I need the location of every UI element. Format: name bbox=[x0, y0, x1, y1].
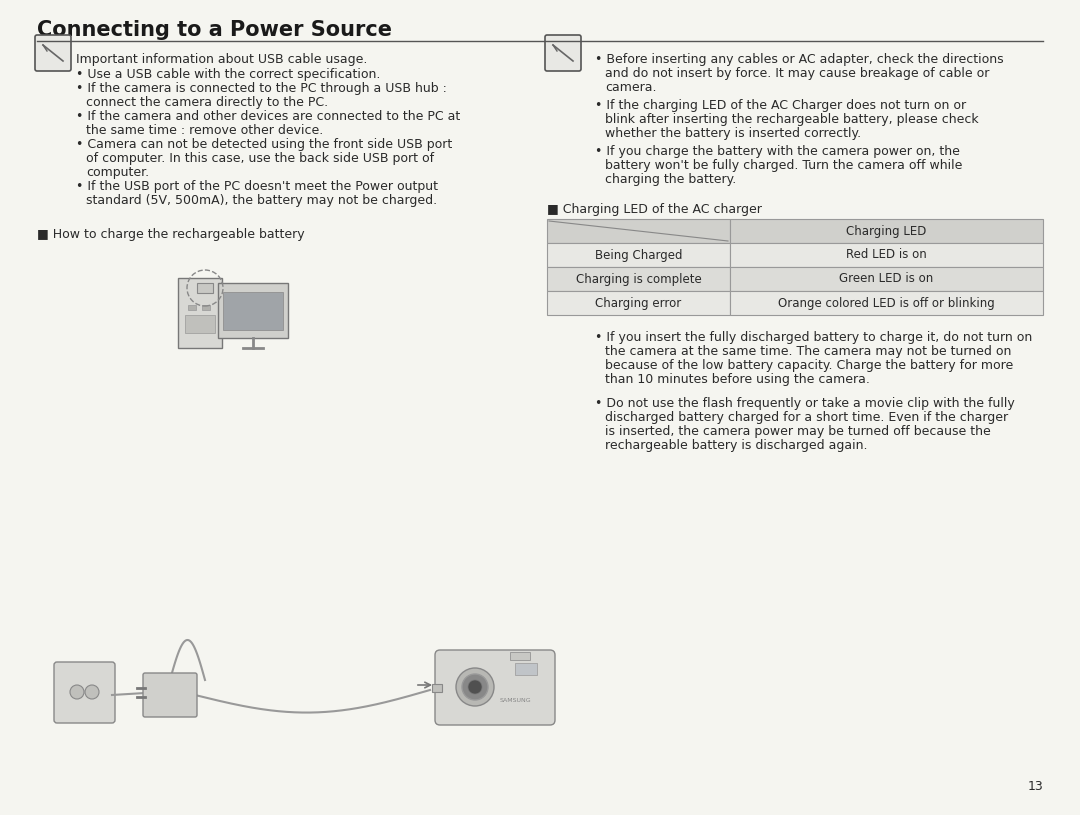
Text: • If you insert the fully discharged battery to charge it, do not turn on: • If you insert the fully discharged bat… bbox=[595, 331, 1032, 344]
Text: • Camera can not be detected using the front side USB port: • Camera can not be detected using the f… bbox=[76, 138, 453, 151]
Text: Charging error: Charging error bbox=[595, 297, 681, 310]
Text: 13: 13 bbox=[1027, 780, 1043, 793]
Text: Important information about USB cable usage.: Important information about USB cable us… bbox=[76, 53, 367, 66]
Text: computer.: computer. bbox=[86, 166, 149, 179]
Text: discharged battery charged for a short time. Even if the charger: discharged battery charged for a short t… bbox=[605, 411, 1008, 424]
Bar bbox=[730, 291, 1043, 315]
Bar bbox=[432, 684, 442, 692]
Circle shape bbox=[462, 674, 488, 700]
Text: whether the battery is inserted correctly.: whether the battery is inserted correctl… bbox=[605, 127, 861, 140]
Circle shape bbox=[456, 668, 494, 706]
Text: • Do not use the flash frequently or take a movie clip with the fully: • Do not use the flash frequently or tak… bbox=[595, 397, 1015, 410]
Text: Green LED is on: Green LED is on bbox=[839, 272, 933, 285]
Text: than 10 minutes before using the camera.: than 10 minutes before using the camera. bbox=[605, 373, 869, 386]
Circle shape bbox=[468, 680, 482, 694]
FancyBboxPatch shape bbox=[218, 283, 288, 338]
Text: • If the camera is connected to the PC through a USB hub :: • If the camera is connected to the PC t… bbox=[76, 82, 447, 95]
Bar bbox=[515, 663, 537, 675]
Bar bbox=[546, 267, 730, 291]
Text: • If the USB port of the PC doesn't meet the Power output: • If the USB port of the PC doesn't meet… bbox=[76, 180, 438, 193]
Text: Charging LED: Charging LED bbox=[847, 224, 927, 237]
Text: SAMSUNG: SAMSUNG bbox=[499, 698, 530, 703]
Text: camera.: camera. bbox=[605, 81, 657, 94]
FancyBboxPatch shape bbox=[54, 662, 114, 723]
Text: and do not insert by force. It may cause breakage of cable or: and do not insert by force. It may cause… bbox=[605, 67, 989, 80]
Bar bbox=[202, 305, 210, 310]
Text: rechargeable battery is discharged again.: rechargeable battery is discharged again… bbox=[605, 439, 867, 452]
Text: Being Charged: Being Charged bbox=[595, 249, 683, 262]
Bar bbox=[730, 219, 1043, 243]
Bar bbox=[546, 291, 730, 315]
Text: ■ How to charge the rechargeable battery: ■ How to charge the rechargeable battery bbox=[37, 228, 305, 241]
Circle shape bbox=[70, 685, 84, 699]
Bar bbox=[185, 315, 215, 333]
FancyBboxPatch shape bbox=[178, 278, 222, 348]
Text: of computer. In this case, use the back side USB port of: of computer. In this case, use the back … bbox=[86, 152, 434, 165]
Text: the same time : remove other device.: the same time : remove other device. bbox=[86, 124, 323, 137]
Text: Charging is complete: Charging is complete bbox=[576, 272, 701, 285]
Text: charging the battery.: charging the battery. bbox=[605, 173, 737, 186]
Text: battery won't be fully charged. Turn the camera off while: battery won't be fully charged. Turn the… bbox=[605, 159, 962, 172]
Bar bbox=[510, 652, 530, 660]
Bar bbox=[222, 292, 283, 330]
Bar bbox=[546, 243, 730, 267]
Text: is inserted, the camera power may be turned off because the: is inserted, the camera power may be tur… bbox=[605, 425, 990, 438]
Bar bbox=[730, 267, 1043, 291]
Text: • Before inserting any cables or AC adapter, check the directions: • Before inserting any cables or AC adap… bbox=[595, 53, 1003, 66]
Text: blink after inserting the rechargeable battery, please check: blink after inserting the rechargeable b… bbox=[605, 113, 978, 126]
Bar bbox=[546, 219, 730, 243]
Bar bbox=[730, 243, 1043, 267]
Text: the camera at the same time. The camera may not be turned on: the camera at the same time. The camera … bbox=[605, 345, 1011, 358]
Text: • If the charging LED of the AC Charger does not turn on or: • If the charging LED of the AC Charger … bbox=[595, 99, 967, 112]
FancyBboxPatch shape bbox=[545, 35, 581, 71]
FancyBboxPatch shape bbox=[143, 673, 197, 717]
Text: Connecting to a Power Source: Connecting to a Power Source bbox=[37, 20, 392, 40]
FancyBboxPatch shape bbox=[35, 35, 71, 71]
Circle shape bbox=[85, 685, 99, 699]
Text: • If the camera and other devices are connected to the PC at: • If the camera and other devices are co… bbox=[76, 110, 460, 123]
Text: • If you charge the battery with the camera power on, the: • If you charge the battery with the cam… bbox=[595, 145, 960, 158]
FancyBboxPatch shape bbox=[197, 283, 213, 293]
FancyBboxPatch shape bbox=[435, 650, 555, 725]
Bar bbox=[188, 305, 195, 310]
Text: standard (5V, 500mA), the battery may not be charged.: standard (5V, 500mA), the battery may no… bbox=[86, 194, 437, 207]
Text: because of the low battery capacity. Charge the battery for more: because of the low battery capacity. Cha… bbox=[605, 359, 1013, 372]
Text: connect the camera directly to the PC.: connect the camera directly to the PC. bbox=[86, 96, 328, 109]
Text: Red LED is on: Red LED is on bbox=[846, 249, 927, 262]
Text: ■ Charging LED of the AC charger: ■ Charging LED of the AC charger bbox=[546, 203, 761, 216]
Text: • Use a USB cable with the correct specification.: • Use a USB cable with the correct speci… bbox=[76, 68, 380, 81]
Text: Orange colored LED is off or blinking: Orange colored LED is off or blinking bbox=[778, 297, 995, 310]
